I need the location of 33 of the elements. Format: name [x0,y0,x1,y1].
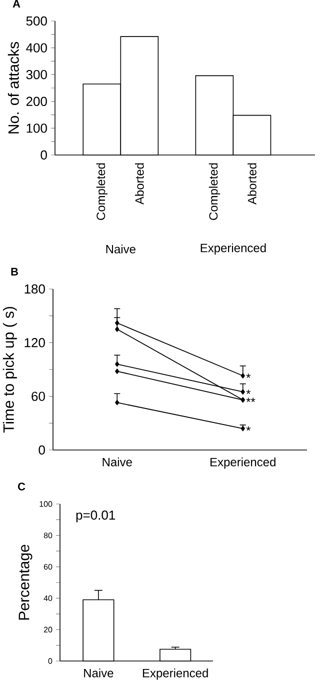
chart-title: B [11,268,18,276]
x-tick-label: Completed [96,163,108,220]
y-tick-label: 60 [44,564,52,570]
y-tick-label: 80 [44,532,52,538]
y-axis-title: No. of attacks [8,42,19,134]
annotation: ** [246,398,256,402]
chart-title: A [12,0,20,8]
y-tick-label: 500 [26,16,47,26]
y-axis-title: Time to pick up ( s) [2,306,17,433]
y-tick-label: 300 [26,70,47,80]
annotation: * [246,426,251,431]
y-tick-label: 0 [48,658,52,664]
annotation: * [246,374,251,378]
text: Naive [106,244,136,254]
y-tick-label: 40 [44,595,52,602]
x-tick-label: Aborted [248,163,256,205]
y-axis-title: Percentage [18,544,32,620]
text: Experienced [200,243,266,255]
y-tick-label: 180 [24,284,45,294]
y-tick-label: 0 [40,150,47,160]
y-tick-label: 120 [24,338,45,348]
x-tick-label: Aborted [135,163,144,205]
y-tick-label: 400 [26,43,47,52]
annotation: * [246,390,251,394]
y-tick-label: 100 [26,124,47,133]
x-tick-label: Completed [208,163,220,220]
y-tick-label: 0 [38,445,45,455]
chart-title: C [18,482,26,490]
y-tick-label: 100 [40,501,52,507]
annotation: p=0.01 [76,510,116,522]
y-tick-label: 20 [44,626,52,632]
y-tick-label: 60 [32,392,45,401]
y-tick-label: 200 [26,96,47,106]
